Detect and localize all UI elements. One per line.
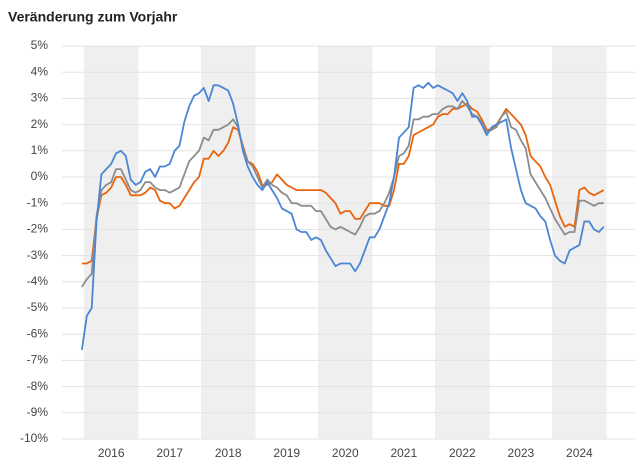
x-tick-label: 2019 bbox=[273, 446, 300, 460]
x-tick-label: 2021 bbox=[390, 446, 417, 460]
series-line bbox=[81, 102, 605, 265]
shaded-band bbox=[200, 46, 256, 439]
x-tick-label: 2018 bbox=[215, 446, 242, 460]
y-tick-label: -5% bbox=[27, 300, 49, 314]
series-line bbox=[81, 100, 604, 288]
y-tick-label: -9% bbox=[27, 405, 49, 419]
x-tick-label: 2022 bbox=[449, 446, 476, 460]
y-tick-label: -7% bbox=[27, 353, 49, 367]
y-tick-label: -4% bbox=[27, 274, 49, 288]
y-tick-label: 3% bbox=[31, 91, 49, 105]
y-tick-label: -2% bbox=[27, 222, 49, 236]
y-tick-label: -10% bbox=[20, 431, 48, 445]
shaded-band bbox=[435, 46, 490, 439]
x-tick-label: 2020 bbox=[332, 446, 359, 460]
series-line bbox=[81, 81, 605, 351]
y-tick-label: -6% bbox=[27, 326, 49, 340]
y-tick-label: 4% bbox=[31, 64, 49, 78]
chart-title: Veränderung zum Vorjahr bbox=[8, 9, 178, 25]
x-tick-label: 2017 bbox=[156, 446, 183, 460]
x-tick-label: 2023 bbox=[508, 446, 535, 460]
y-tick-label: 5% bbox=[31, 38, 49, 52]
y-tick-label: 0% bbox=[31, 169, 49, 183]
x-tick-label: 2016 bbox=[98, 446, 125, 460]
shaded-band bbox=[318, 46, 373, 439]
y-tick-label: -1% bbox=[27, 195, 49, 209]
x-tick-label: 2024 bbox=[566, 446, 593, 460]
y-tick-label: -3% bbox=[27, 248, 49, 262]
y-tick-label: -8% bbox=[27, 379, 49, 393]
y-tick-label: 2% bbox=[31, 117, 49, 131]
y-tick-label: 1% bbox=[31, 143, 49, 157]
shaded-band bbox=[83, 46, 139, 439]
